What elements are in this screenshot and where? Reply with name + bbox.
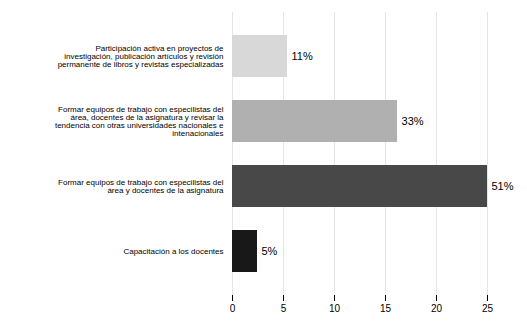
svg-text:15: 15 xyxy=(380,303,392,314)
svg-text:0: 0 xyxy=(230,303,236,314)
svg-text:5%: 5% xyxy=(261,245,277,257)
svg-text:33%: 33% xyxy=(402,115,424,127)
svg-text:25: 25 xyxy=(482,303,494,314)
svg-text:10: 10 xyxy=(329,303,341,314)
svg-text:20: 20 xyxy=(431,303,443,314)
svg-text:51%: 51% xyxy=(492,180,514,192)
svg-text:Capacitación a los docentes: Capacitación a los docentes xyxy=(123,247,223,256)
svg-text:11%: 11% xyxy=(291,50,312,62)
svg-text:Formar equipos de trabajo con: Formar equipos de trabajo con especilist… xyxy=(58,178,224,195)
svg-text:Participación activa en proyec: Participación activa en proyectos deinve… xyxy=(58,44,224,69)
svg-text:Formar equipos de trabajo con: Formar equipos de trabajo con especilist… xyxy=(55,105,224,138)
svg-text:5: 5 xyxy=(281,303,287,314)
